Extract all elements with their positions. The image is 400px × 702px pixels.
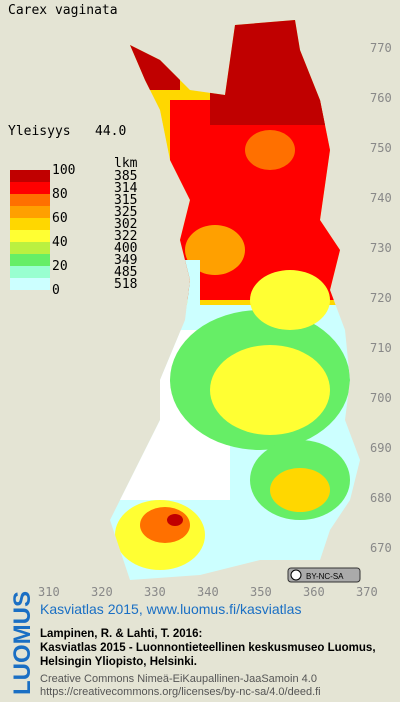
- badge-box: [287, 567, 361, 583]
- legend-count: 314: [114, 181, 138, 196]
- atlas-link[interactable]: Kasviatlas 2015, www.luomus.fi/kasviatla…: [40, 601, 301, 617]
- legend-scale-label: 60: [52, 211, 68, 226]
- y-axis-label: 710: [370, 341, 392, 355]
- y-axis-label: 670: [370, 541, 392, 555]
- legend-swatch: [10, 170, 50, 182]
- legend-swatch: [10, 266, 50, 278]
- y-axis-label: 750: [370, 141, 392, 155]
- legend-count: 385: [114, 169, 137, 184]
- legend-count: 485: [114, 265, 137, 280]
- legend-count: 325: [114, 205, 137, 220]
- legend-swatch: [10, 194, 50, 206]
- legend-scale-label: 80: [52, 187, 68, 202]
- x-axis-label: 350: [250, 585, 272, 599]
- legend-swatch: [10, 278, 50, 290]
- legend-count: 518: [114, 277, 137, 292]
- citation-line: Lampinen, R. & Lahti, T. 2016:: [40, 628, 202, 640]
- map-area: [167, 514, 183, 526]
- y-axis-label: 770: [370, 41, 392, 55]
- citation-line: Kasviatlas 2015 - Luonnontieteellinen ke…: [40, 642, 376, 654]
- y-axis-label: 700: [370, 391, 392, 405]
- legend-swatch: [10, 254, 50, 266]
- x-axis-label: 310: [38, 585, 60, 599]
- license-line[interactable]: https://creativecommons.org/licenses/by-…: [40, 686, 321, 698]
- legend-scale-label: 20: [52, 259, 68, 274]
- y-axis-label: 730: [370, 241, 392, 255]
- map-area: [250, 270, 330, 330]
- citation-line: Helsingin Yliopisto, Helsinki.: [40, 656, 197, 668]
- map-area: [245, 130, 295, 170]
- y-axis-label: 740: [370, 191, 392, 205]
- legend-swatch: [10, 182, 50, 194]
- map-area: [270, 468, 330, 512]
- count-header: lkm: [114, 156, 138, 171]
- frequency-label: Yleisyys: [8, 124, 71, 139]
- brand: LUOMUS: [9, 591, 36, 695]
- badge-text: BY-NC-SA: [306, 572, 344, 581]
- legend-count: 400: [114, 241, 137, 256]
- legend-scale-label: 0: [52, 283, 60, 298]
- legend-count: 349: [114, 253, 137, 268]
- license-line: Creative Commons Nimeä-EiKaupallinen-Jaa…: [40, 673, 317, 685]
- legend-count: 302: [114, 217, 137, 232]
- y-axis-label: 690: [370, 441, 392, 455]
- map-area: [210, 345, 330, 435]
- legend-swatch: [10, 242, 50, 254]
- legend-swatch: [10, 206, 50, 218]
- legend-swatch: [10, 230, 50, 242]
- map-area: [140, 507, 190, 543]
- x-axis-label: 320: [91, 585, 113, 599]
- map-title: Carex vaginata: [8, 3, 118, 18]
- legend-count: 315: [114, 193, 137, 208]
- x-axis-label: 340: [197, 585, 219, 599]
- legend-scale-label: 100: [52, 163, 75, 178]
- y-axis-label: 720: [370, 291, 392, 305]
- license-badge: BY-NC-SA: [287, 567, 361, 583]
- legend-scale-label: 40: [52, 235, 68, 250]
- badge-icon: [290, 569, 302, 581]
- x-axis-label: 370: [356, 585, 378, 599]
- y-axis-label: 760: [370, 91, 392, 105]
- y-axis-label: 680: [370, 491, 392, 505]
- legend-count: 322: [114, 229, 137, 244]
- legend-swatch: [10, 218, 50, 230]
- x-axis-label: 330: [144, 585, 166, 599]
- frequency-value: 44.0: [95, 124, 126, 139]
- x-axis-label: 360: [303, 585, 325, 599]
